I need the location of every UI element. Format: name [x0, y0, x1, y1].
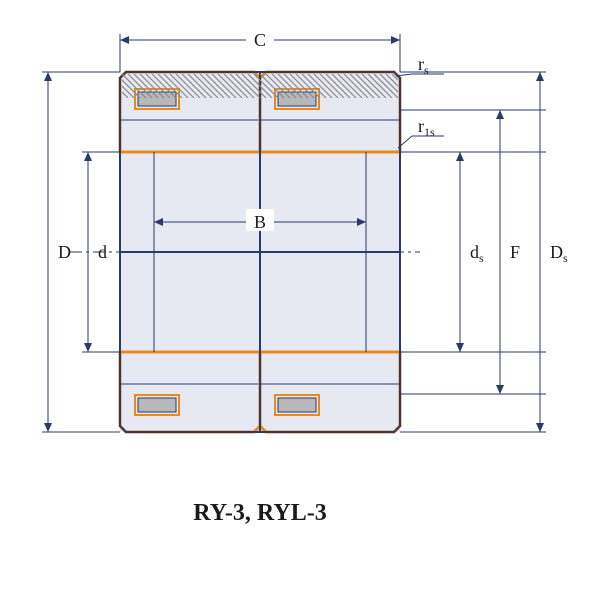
svg-text:rs: rs — [418, 54, 429, 77]
svg-text:Ds: Ds — [550, 242, 568, 265]
svg-text:C: C — [254, 30, 266, 50]
svg-text:r1s: r1s — [418, 116, 435, 139]
svg-text:d: d — [98, 242, 107, 262]
svg-text:RY-3, RYL-3: RY-3, RYL-3 — [193, 500, 326, 526]
svg-text:D: D — [58, 242, 71, 262]
svg-text:B: B — [254, 212, 266, 232]
svg-text:ds: ds — [470, 242, 484, 265]
svg-text:F: F — [510, 242, 520, 262]
